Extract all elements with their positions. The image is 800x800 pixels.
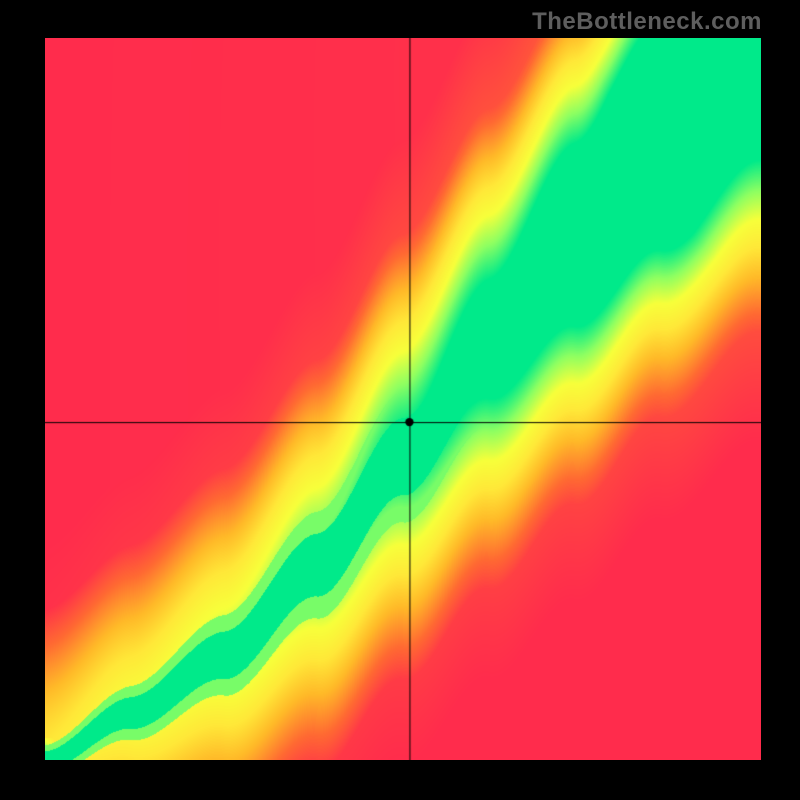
watermark-text: TheBottleneck.com	[532, 8, 762, 36]
chart-container: TheBottleneck.com	[0, 0, 800, 800]
bottleneck-heatmap	[45, 38, 761, 760]
